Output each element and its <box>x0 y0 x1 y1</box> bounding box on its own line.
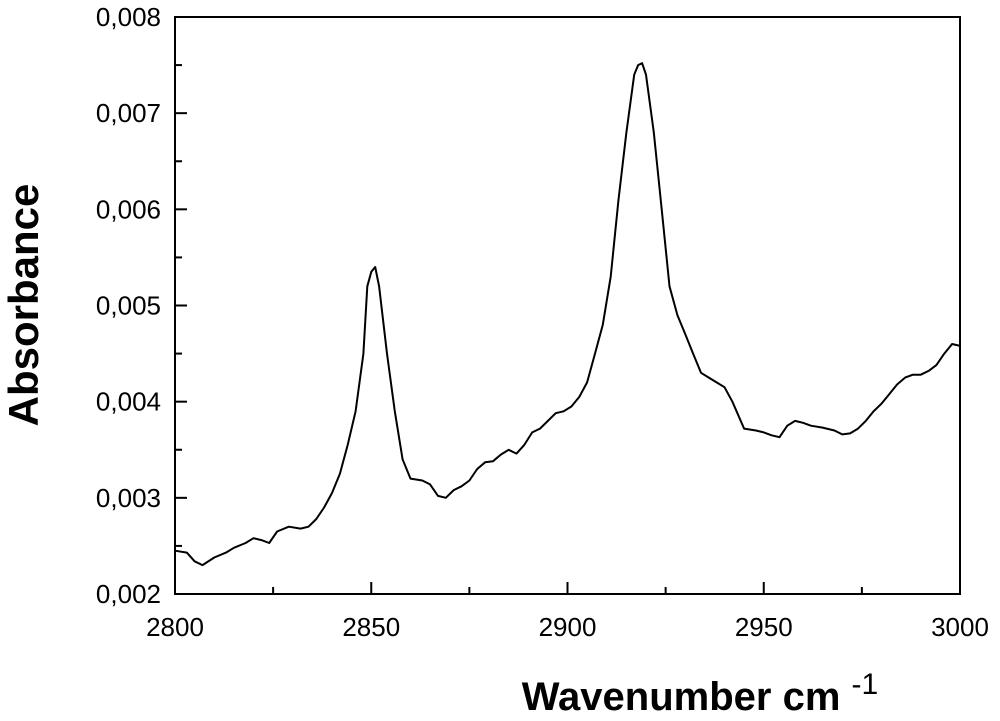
x-axis-title-text: Wavenumber cm <box>522 675 841 719</box>
x-axis-title-exponent: -1 <box>852 668 879 701</box>
y-tick-label: 0,002 <box>96 579 161 609</box>
x-tick-label: 2800 <box>146 612 204 642</box>
x-tick-label: 2850 <box>342 612 400 642</box>
y-tick-label: 0,008 <box>96 2 161 32</box>
y-axis-title: Absorbance <box>0 184 47 427</box>
x-tick-label: 3000 <box>931 612 989 642</box>
x-axis-tick-labels: 2800 2850 2900 2950 3000 <box>146 612 989 642</box>
x-tick-label: 2900 <box>539 612 597 642</box>
y-tick-label: 0,006 <box>96 194 161 224</box>
y-axis-tick-labels: 0,002 0,003 0,004 0,005 0,006 0,007 0,008 <box>96 2 161 609</box>
y-tick-label: 0,004 <box>96 387 161 417</box>
y-tick-label: 0,005 <box>96 291 161 321</box>
absorbance-series-line <box>174 62 961 567</box>
x-tick-label: 2950 <box>735 612 793 642</box>
x-axis-ticks <box>174 582 961 594</box>
y-axis-ticks <box>175 16 187 595</box>
x-axis-title: Wavenumber cm -1 <box>522 668 878 719</box>
y-tick-label: 0,007 <box>96 98 161 128</box>
y-tick-label: 0,003 <box>96 483 161 513</box>
plot-area-frame <box>174 16 961 595</box>
